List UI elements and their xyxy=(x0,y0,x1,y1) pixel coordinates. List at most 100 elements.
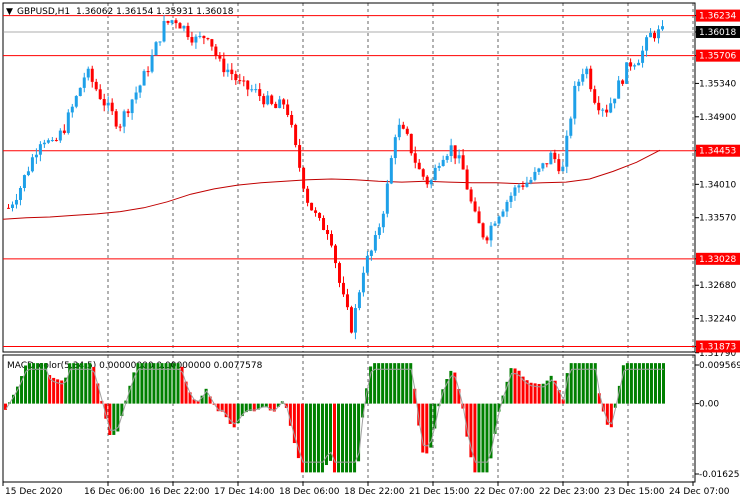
macd-bar[interactable] xyxy=(48,375,52,404)
macd-bar[interactable] xyxy=(44,363,48,404)
candle-body[interactable] xyxy=(254,89,258,91)
macd-bar[interactable] xyxy=(597,393,601,404)
candle-body[interactable] xyxy=(314,210,318,213)
macd-bar[interactable] xyxy=(557,390,561,404)
candle-body[interactable] xyxy=(110,102,114,112)
candle-body[interactable] xyxy=(661,26,664,30)
candle-body[interactable] xyxy=(42,142,46,145)
candle-body[interactable] xyxy=(98,89,102,100)
macd-bar[interactable] xyxy=(481,403,485,473)
macd-bar[interactable] xyxy=(76,363,80,404)
macd-bar[interactable] xyxy=(421,403,425,453)
candle-body[interactable] xyxy=(118,126,122,128)
macd-bar[interactable] xyxy=(553,380,557,404)
macd-bar[interactable] xyxy=(4,403,8,410)
macd-bar[interactable] xyxy=(244,403,248,413)
candle-body[interactable] xyxy=(242,80,246,82)
candle-body[interactable] xyxy=(178,23,182,29)
macd-bar[interactable] xyxy=(589,363,593,404)
macd-bar[interactable] xyxy=(593,363,597,404)
candle-body[interactable] xyxy=(577,81,581,86)
candle-body[interactable] xyxy=(533,171,537,180)
candle-body[interactable] xyxy=(102,99,106,106)
macd-bar[interactable] xyxy=(332,403,337,473)
macd-bar[interactable] xyxy=(120,403,124,417)
candle-body[interactable] xyxy=(66,112,70,133)
candle-body[interactable] xyxy=(130,99,134,114)
macd-bar[interactable] xyxy=(128,385,132,404)
macd-bar[interactable] xyxy=(16,386,20,404)
candle-body[interactable] xyxy=(437,166,441,168)
macd-bar[interactable] xyxy=(308,403,312,473)
header-triangle-icon[interactable]: ▼ xyxy=(6,7,13,17)
candle-body[interactable] xyxy=(589,68,593,90)
candle-body[interactable] xyxy=(34,154,38,158)
candle-body[interactable] xyxy=(154,42,158,56)
candle-body[interactable] xyxy=(449,145,453,157)
candle-body[interactable] xyxy=(146,71,150,73)
macd-bar[interactable] xyxy=(240,403,244,417)
macd-bar[interactable] xyxy=(256,403,260,410)
candle-body[interactable] xyxy=(218,55,222,59)
candle-body[interactable] xyxy=(501,211,505,217)
macd-bar[interactable] xyxy=(621,365,625,404)
macd-bar[interactable] xyxy=(224,403,228,418)
candle-body[interactable] xyxy=(537,168,541,172)
macd-bar[interactable] xyxy=(168,363,172,404)
candle-body[interactable] xyxy=(605,109,609,113)
macd-bar[interactable] xyxy=(517,370,521,404)
macd-bar[interactable] xyxy=(369,366,373,404)
macd-bar[interactable] xyxy=(276,403,280,407)
candle-body[interactable] xyxy=(138,85,142,93)
candle-body[interactable] xyxy=(409,133,413,154)
candle-body[interactable] xyxy=(58,130,62,141)
macd-bar[interactable] xyxy=(573,363,577,404)
macd-bar[interactable] xyxy=(296,403,300,459)
macd-bar[interactable] xyxy=(68,363,72,404)
candle-body[interactable] xyxy=(393,137,397,159)
macd-bar[interactable] xyxy=(565,373,569,404)
macd-bar[interactable] xyxy=(108,403,112,436)
candle-body[interactable] xyxy=(385,183,389,214)
candle-body[interactable] xyxy=(198,35,202,37)
macd-bar[interactable] xyxy=(216,403,220,412)
candle-body[interactable] xyxy=(397,124,401,138)
macd-bar[interactable] xyxy=(264,403,268,408)
macd-bar[interactable] xyxy=(164,363,168,404)
macd-bar[interactable] xyxy=(453,372,457,404)
macd-bar[interactable] xyxy=(200,395,204,404)
macd-bar[interactable] xyxy=(529,382,533,404)
macd-bar[interactable] xyxy=(549,375,553,404)
candle-body[interactable] xyxy=(465,169,469,190)
candle-body[interactable] xyxy=(525,182,529,187)
candle-body[interactable] xyxy=(298,145,302,168)
macd-bar[interactable] xyxy=(617,385,621,404)
macd-bar[interactable] xyxy=(425,403,429,454)
price-axis[interactable]: 1.36234 1.36018 1.35706 1.35340 1.34900 1.344… xyxy=(695,9,740,359)
macd-bar[interactable] xyxy=(485,403,489,473)
macd-bar[interactable] xyxy=(493,403,497,434)
macd-bar[interactable] xyxy=(328,403,332,461)
macd-bar[interactable] xyxy=(613,403,617,408)
macd-bar[interactable] xyxy=(100,400,104,404)
candle-body[interactable] xyxy=(353,308,357,333)
candle-body[interactable] xyxy=(174,20,178,24)
macd-bar[interactable] xyxy=(401,363,405,404)
candle-body[interactable] xyxy=(553,152,557,160)
macd-bar[interactable] xyxy=(104,403,108,419)
candle-body[interactable] xyxy=(513,187,517,196)
macd-bar[interactable] xyxy=(465,403,469,437)
macd-bar[interactable] xyxy=(377,363,381,404)
candle-body[interactable] xyxy=(226,69,230,73)
candle-body[interactable] xyxy=(637,62,641,66)
macd-bar[interactable] xyxy=(489,403,493,459)
candle-body[interactable] xyxy=(70,106,74,113)
macd-bar[interactable] xyxy=(260,403,264,408)
candle-body[interactable] xyxy=(517,185,521,188)
horizontal-levels[interactable] xyxy=(3,15,695,347)
macd-bar[interactable] xyxy=(433,403,437,429)
candle-body[interactable] xyxy=(258,89,262,97)
candle-body[interactable] xyxy=(529,179,533,183)
macd-bar[interactable] xyxy=(292,403,296,444)
candle-body[interactable] xyxy=(585,68,589,75)
